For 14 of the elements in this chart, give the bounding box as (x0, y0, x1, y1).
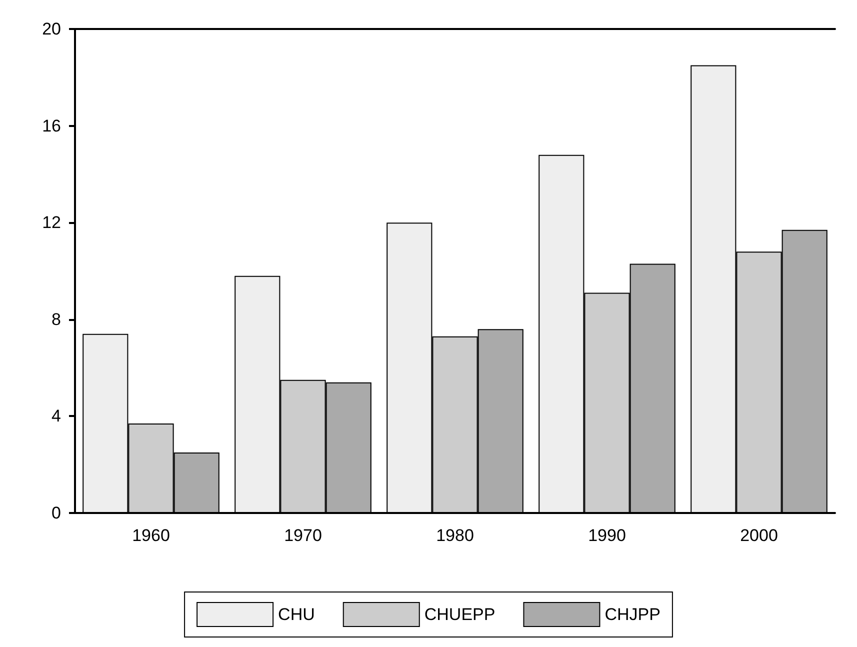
y-tick-label: 8 (52, 310, 61, 329)
y-tick-label: 4 (52, 406, 61, 426)
y-tick-label: 16 (42, 116, 61, 136)
legend-label: CHU (278, 605, 315, 624)
x-tick-label: 1970 (284, 526, 322, 545)
legend-label: CHJPP (604, 605, 660, 624)
x-tick-label: 1960 (132, 526, 170, 545)
x-tick-label: 1980 (436, 526, 474, 545)
x-tick-label: 2000 (740, 526, 778, 545)
y-tick-label: 0 (52, 504, 61, 522)
x-tick-label: 1990 (588, 526, 626, 545)
y-tick-label: 12 (42, 213, 61, 232)
legend-label: CHUEPP (424, 605, 496, 624)
y-tick-label: 20 (42, 20, 61, 38)
